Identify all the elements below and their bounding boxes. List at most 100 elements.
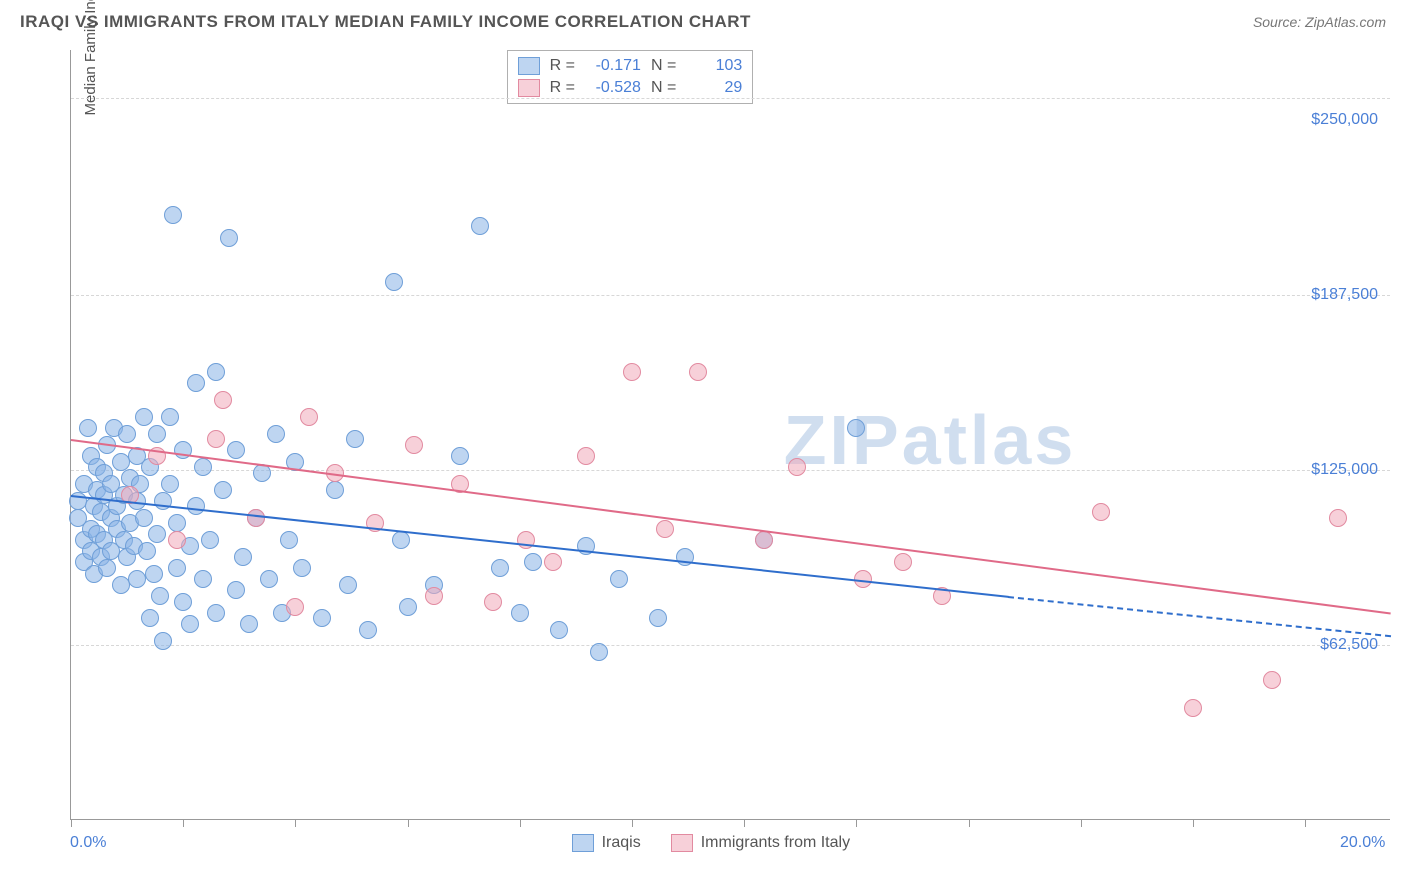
data-point — [240, 615, 258, 633]
data-point — [112, 453, 130, 471]
y-tick-label: $250,000 — [1311, 111, 1378, 129]
x-tick — [1081, 819, 1082, 827]
data-point — [524, 553, 542, 571]
data-point — [260, 570, 278, 588]
data-point — [280, 531, 298, 549]
data-point — [148, 425, 166, 443]
gridline — [71, 645, 1390, 646]
y-tick-label: $62,500 — [1320, 636, 1378, 654]
data-point — [207, 430, 225, 448]
watermark: ZIPatlas — [784, 400, 1076, 480]
data-point — [168, 514, 186, 532]
data-point — [187, 374, 205, 392]
data-point — [151, 587, 169, 605]
data-point — [267, 425, 285, 443]
legend-series-name: Iraqis — [602, 834, 641, 852]
legend-item: Immigrants from Italy — [671, 834, 850, 852]
legend-n-value: 103 — [686, 57, 742, 75]
trend-line — [71, 439, 1391, 615]
data-point — [1184, 699, 1202, 717]
data-point — [135, 408, 153, 426]
data-point — [577, 447, 595, 465]
data-point — [425, 587, 443, 605]
legend-r-label: R = — [550, 57, 575, 75]
data-point — [313, 609, 331, 627]
data-point — [214, 481, 232, 499]
data-point — [451, 447, 469, 465]
data-point — [98, 559, 116, 577]
data-point — [755, 531, 773, 549]
legend-r-value: -0.171 — [585, 57, 641, 75]
data-point — [207, 363, 225, 381]
data-point — [1092, 503, 1110, 521]
data-point — [112, 576, 130, 594]
y-tick-label: $125,000 — [1311, 461, 1378, 479]
data-point — [201, 531, 219, 549]
data-point — [220, 229, 238, 247]
data-point — [544, 553, 562, 571]
data-point — [181, 615, 199, 633]
data-point — [148, 525, 166, 543]
x-tick — [744, 819, 745, 827]
data-point — [471, 217, 489, 235]
data-point — [154, 632, 172, 650]
gridline — [71, 295, 1390, 296]
data-point — [656, 520, 674, 538]
x-tick — [71, 819, 72, 827]
data-point — [174, 593, 192, 611]
correlation-legend: R =-0.171N =103R =-0.528N =29 — [507, 50, 754, 104]
legend-swatch — [572, 834, 594, 852]
data-point — [286, 598, 304, 616]
data-point — [79, 419, 97, 437]
data-point — [339, 576, 357, 594]
data-point — [227, 581, 245, 599]
data-point — [168, 531, 186, 549]
legend-n-label: N = — [651, 57, 676, 75]
data-point — [168, 559, 186, 577]
data-point — [399, 598, 417, 616]
legend-item: Iraqis — [572, 834, 641, 852]
data-point — [135, 509, 153, 527]
x-tick — [520, 819, 521, 827]
legend-series-name: Immigrants from Italy — [701, 834, 850, 852]
gridline — [71, 98, 1390, 99]
data-point — [214, 391, 232, 409]
data-point — [326, 481, 344, 499]
data-point — [359, 621, 377, 639]
legend-swatch — [518, 79, 540, 97]
legend-row: R =-0.528N =29 — [518, 77, 743, 99]
data-point — [405, 436, 423, 454]
data-point — [788, 458, 806, 476]
data-point — [847, 419, 865, 437]
data-point — [194, 458, 212, 476]
data-point — [164, 206, 182, 224]
data-point — [491, 559, 509, 577]
x-axis-max-label: 20.0% — [1340, 834, 1385, 852]
x-tick — [183, 819, 184, 827]
x-tick — [1305, 819, 1306, 827]
legend-row: R = -0.171 N = 103 — [518, 55, 743, 77]
legend-r-label: R = — [550, 79, 575, 97]
x-tick — [632, 819, 633, 827]
data-point — [234, 548, 252, 566]
data-point — [610, 570, 628, 588]
data-point — [161, 408, 179, 426]
data-point — [1329, 509, 1347, 527]
legend-swatch — [518, 57, 540, 75]
data-point — [623, 363, 641, 381]
y-tick-label: $187,500 — [1311, 286, 1378, 304]
x-tick — [408, 819, 409, 827]
data-point — [138, 542, 156, 560]
data-point — [300, 408, 318, 426]
data-point — [511, 604, 529, 622]
data-point — [227, 441, 245, 459]
data-point — [145, 565, 163, 583]
x-tick — [295, 819, 296, 827]
data-point — [385, 273, 403, 291]
legend-r-value: -0.528 — [585, 79, 641, 97]
data-point — [207, 604, 225, 622]
x-tick — [856, 819, 857, 827]
chart-title: IRAQI VS IMMIGRANTS FROM ITALY MEDIAN FA… — [20, 12, 751, 32]
data-point — [194, 570, 212, 588]
x-axis-min-label: 0.0% — [70, 834, 106, 852]
